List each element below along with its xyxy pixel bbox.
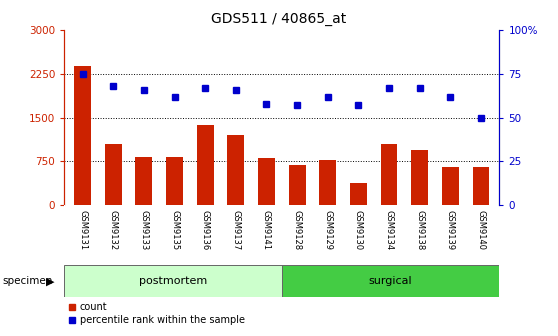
Text: ▶: ▶: [46, 277, 55, 286]
Bar: [166, 157, 183, 205]
Text: GSM9133: GSM9133: [140, 210, 148, 250]
Text: GSM9136: GSM9136: [201, 210, 210, 250]
Bar: [350, 183, 367, 205]
Text: GSM9140: GSM9140: [477, 210, 485, 250]
Bar: [411, 150, 428, 205]
Legend: count, percentile rank within the sample: count, percentile rank within the sample: [69, 302, 245, 325]
Text: specimen: specimen: [3, 277, 53, 286]
Bar: [319, 160, 336, 205]
Text: GSM9141: GSM9141: [262, 210, 271, 250]
Text: GSM9137: GSM9137: [232, 210, 240, 250]
Bar: [473, 167, 489, 205]
Bar: [136, 157, 152, 205]
Bar: [258, 158, 275, 205]
Text: GSM9128: GSM9128: [292, 210, 302, 250]
Bar: [282, 265, 499, 297]
Text: GSM9139: GSM9139: [446, 210, 455, 250]
Bar: [288, 165, 306, 205]
Text: GSM9131: GSM9131: [78, 210, 87, 250]
Bar: [74, 66, 91, 205]
Bar: [381, 144, 397, 205]
Text: GSM9132: GSM9132: [109, 210, 118, 250]
Text: GSM9130: GSM9130: [354, 210, 363, 250]
Text: GDS511 / 40865_at: GDS511 / 40865_at: [211, 12, 347, 26]
Text: postmortem: postmortem: [139, 277, 207, 286]
Bar: [197, 125, 214, 205]
Text: surgical: surgical: [369, 277, 412, 286]
Bar: [105, 144, 122, 205]
Bar: [64, 265, 282, 297]
Text: GSM9134: GSM9134: [384, 210, 393, 250]
Text: GSM9129: GSM9129: [323, 210, 332, 250]
Bar: [228, 135, 244, 205]
Text: GSM9138: GSM9138: [415, 210, 424, 250]
Text: GSM9135: GSM9135: [170, 210, 179, 250]
Bar: [442, 167, 459, 205]
